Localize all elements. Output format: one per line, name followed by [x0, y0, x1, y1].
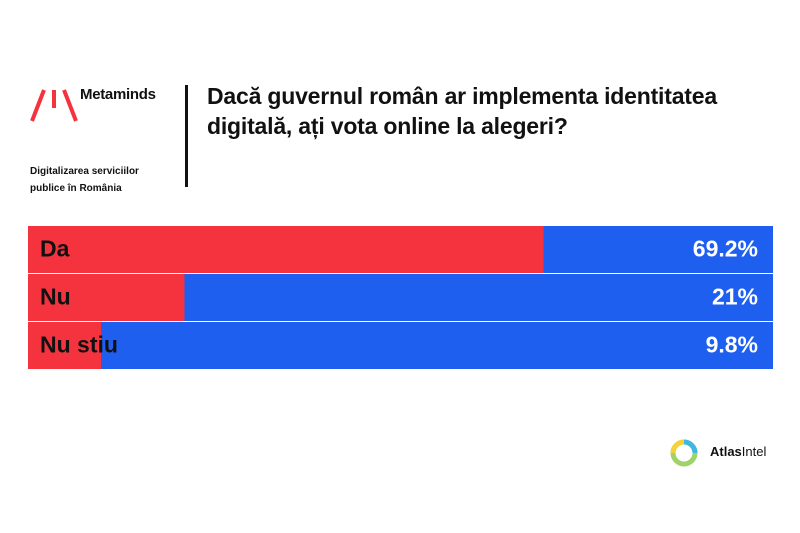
- value-label: 9.8%: [706, 332, 758, 358]
- bar: [28, 226, 544, 273]
- bar-track: [28, 322, 773, 369]
- brand-light: Intel: [741, 444, 767, 459]
- divider: [185, 85, 188, 187]
- footer-brand: AtlasIntel: [710, 444, 766, 459]
- category-label: Nu: [40, 284, 71, 310]
- category-label: Nu stiu: [40, 332, 118, 358]
- category-label: Da: [40, 236, 70, 262]
- subtitle: Digitalizarea serviciilor publice în Rom…: [30, 166, 139, 194]
- value-label: 21%: [712, 284, 758, 310]
- atlasintel-logo: [670, 439, 698, 467]
- brand-bold: Atlas: [710, 444, 742, 459]
- value-label: 69.2%: [693, 236, 758, 262]
- metaminds-logo: [30, 89, 78, 122]
- bar: [28, 322, 102, 369]
- bar: [28, 274, 185, 321]
- brand: Metaminds: [80, 86, 156, 103]
- chart-title: Dacă guvernul român ar implementa identi…: [207, 83, 717, 139]
